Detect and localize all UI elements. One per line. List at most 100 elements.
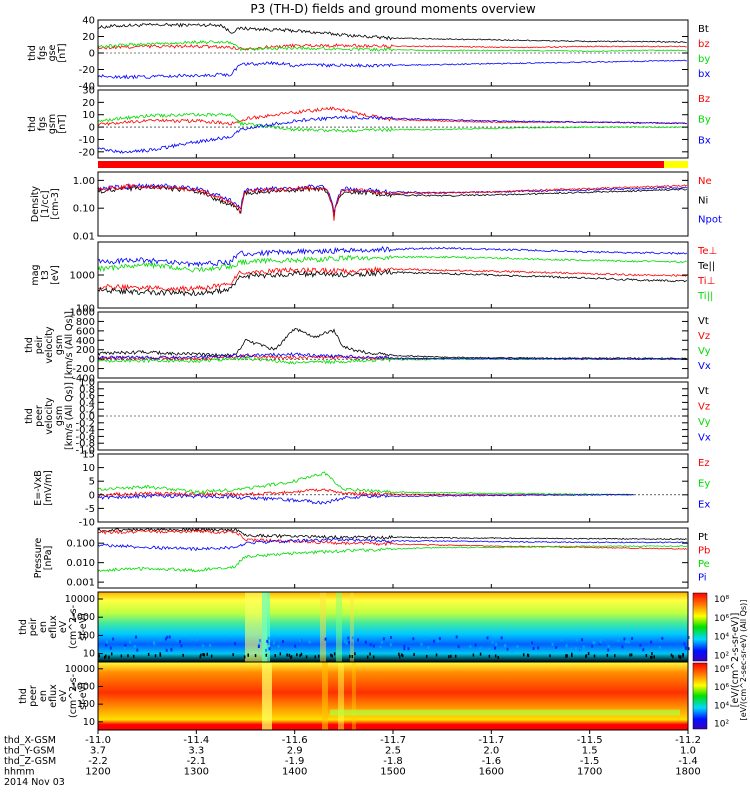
heatmap-peir-spec-noise-137 [591,644,594,648]
heatmap-peir-spec-noise-57 [372,644,375,648]
ylabel-peir-velocity-4: [km/s (All Qs)] [64,311,75,379]
heatmap-peir-spec-noise-108 [469,644,472,648]
heatmap-peir-spec-mark-52 [606,653,609,657]
xaxis-row-1-value-6: 1.0 [680,746,696,757]
heatmap-peir-spec-mark-45 [522,653,525,657]
heatmap-peir-spec-noise-11 [105,640,108,644]
heatmap-peir-spec-mark-72 [200,653,202,657]
heatmap-peir-spec-noise-26 [495,642,498,646]
heatmap-peir-spec-mark-13 [105,654,107,658]
heatmap-peir-spec-noise-79 [170,647,173,651]
legend-peer-velocity-2: Vy [698,417,711,428]
heatmap-peir-spec-noise-2 [112,637,115,641]
heatmap-peir-spec-mark-3 [527,654,530,658]
heatmap-peir-spec-noise-66 [168,635,171,639]
colorbar-tick-peir-spec-2: 10⁴ [714,633,729,643]
heatmap-peir-spec-noise-51 [687,647,690,651]
frame-peir-velocity [97,311,689,379]
xaxis-row-3-value-2: 1400 [282,767,307,778]
heatmap-peir-spec-noise-55 [109,646,112,650]
ytick-label-peer-velocity-10: -1.0 [75,446,95,457]
heatmap-peir-spec-mark-87 [585,654,588,658]
xaxis-row-2-value-3: -1.8 [383,756,403,767]
ylabel-peer-spec-0: thd [18,688,29,704]
xaxis-row-name-1: thd_Y-GSM [4,746,55,757]
heatmap-peir-spec-mark-34 [300,652,303,656]
xaxis-date: 2014 Nov 03 [4,777,65,788]
legend-fgs-gse-0: Bt [698,24,709,35]
ytick-label-peir-spec-3: 10 [83,649,95,660]
xaxis-row-0-value-4: -11.7 [478,735,504,746]
series-efield-Ey [97,471,634,496]
heatmap-peir-spec-noise-130 [455,635,458,639]
series-temperature-Te⊥ [97,266,688,293]
legend-peir-velocity-2: Vy [698,346,711,357]
ylabel-peer-spec-5: (cm^2-s- [68,674,79,718]
legend-fgs-gse-2: by [698,54,710,65]
heatmap-peir-spec-mark-83 [247,653,249,657]
heatmap-peir-spec-noise-132 [506,647,509,651]
colorbar-label-alt: [eV/(cm^2-sec-sr-eV) (All Qs)] [739,600,748,721]
heatmap-peir-spec-noise-10 [257,645,260,649]
heatmap-peer-spec-streak-0 [262,662,272,730]
legend-pressure-2: Pe [698,559,710,570]
ylabel-efield-0: E=-VxB [33,470,44,505]
heatmap-peir-spec-mark-63 [425,654,428,658]
heatmap-peir-spec-noise-9 [343,639,346,643]
colorbar-tick-peir-spec-3: 10² [714,651,729,661]
series-density-Npot [97,182,688,213]
frame-efield [97,453,689,523]
ylabel-temperature-1: t3 [40,270,51,280]
heatmap-peir-spec-mark-48 [454,654,457,658]
series-fgs-gse-Bt [97,22,687,43]
heatmap-peir-spec-noise-1 [639,643,642,647]
ytick-label-fgs-gse-2: 0 [89,49,95,60]
heatmap-peir-spec-noise-111 [650,640,653,644]
heatmap-peir-spec-noise-129 [457,645,460,649]
heatmap-peir-spec-noise-112 [450,649,453,653]
heatmap-peir-spec-noise-45 [190,637,193,641]
ytick-label-peir-spec-0: 10000 [65,594,95,605]
heatmap-peir-spec-mark-68 [435,653,438,657]
heatmap-peir-spec-mark-26 [351,655,354,659]
heatmap-peir-spec-noise-17 [667,636,670,640]
heatmap-peir-spec-noise-109 [537,646,540,650]
ylabel-peir-spec-1: peir [28,618,39,637]
heatmap-peir-spec-noise-78 [485,637,488,641]
series-pressure-Pb [98,529,688,550]
heatmap-peir-spec-mark-76 [349,654,351,658]
legend-peir-velocity-3: Vx [698,361,711,372]
legend-pressure-1: Pb [698,546,710,557]
series-density-Ni [97,185,687,218]
heatmap-peir-spec-mark-64 [314,655,317,659]
heatmap-peir-spec-noise-64 [158,638,161,642]
heatmap-peir-spec-streak-4 [350,592,354,662]
ytick-label-fgs-gsm-2: 10 [82,110,95,121]
ytick-label-peer-spec-1: 1000 [71,681,95,692]
ytick-label-peir-velocity-1: 800 [76,317,95,328]
heatmap-peir-spec-noise-43 [220,649,223,653]
ytick-label-peir-spec-1: 1000 [71,612,95,623]
heatmap-peir-spec-noise-123 [267,636,270,640]
series-pressure-Pi [97,538,688,552]
heatmap-peir-spec-noise-139 [607,644,610,648]
ytick-label-fgs-gse-0: 40 [82,16,95,27]
series-temperature-Te|| [97,269,688,297]
xaxis-row-1-value-1: 3.3 [188,746,204,757]
heatmap-peir-spec-mark-41 [649,655,652,659]
ytick-label-peer-velocity-3: 0.4 [79,398,95,409]
ytick-label-pressure-0: 0.100 [66,539,95,550]
ylabel-peer-velocity-2: velocity [44,397,55,435]
colorbar-peer-spec [692,662,708,730]
heatmap-peir-spec-noise-67 [403,644,406,648]
ytick-label-fgs-gse-3: -20 [79,65,95,76]
series-fgs-gsm-Bx [97,114,687,154]
heatmap-peir-spec-noise-101 [486,636,489,640]
ytick-label-density-0: 1.00 [73,176,95,187]
heatmap-peir-spec-noise-81 [364,640,367,644]
legend-pressure-3: Pi [698,573,707,584]
heatmap-peir-spec-mark-42 [472,653,475,657]
legend-density-2: Npot [698,215,722,226]
heatmap-peir-spec-mark-50 [127,654,129,658]
ylabel-fgs-gse-2: gse [47,44,58,61]
